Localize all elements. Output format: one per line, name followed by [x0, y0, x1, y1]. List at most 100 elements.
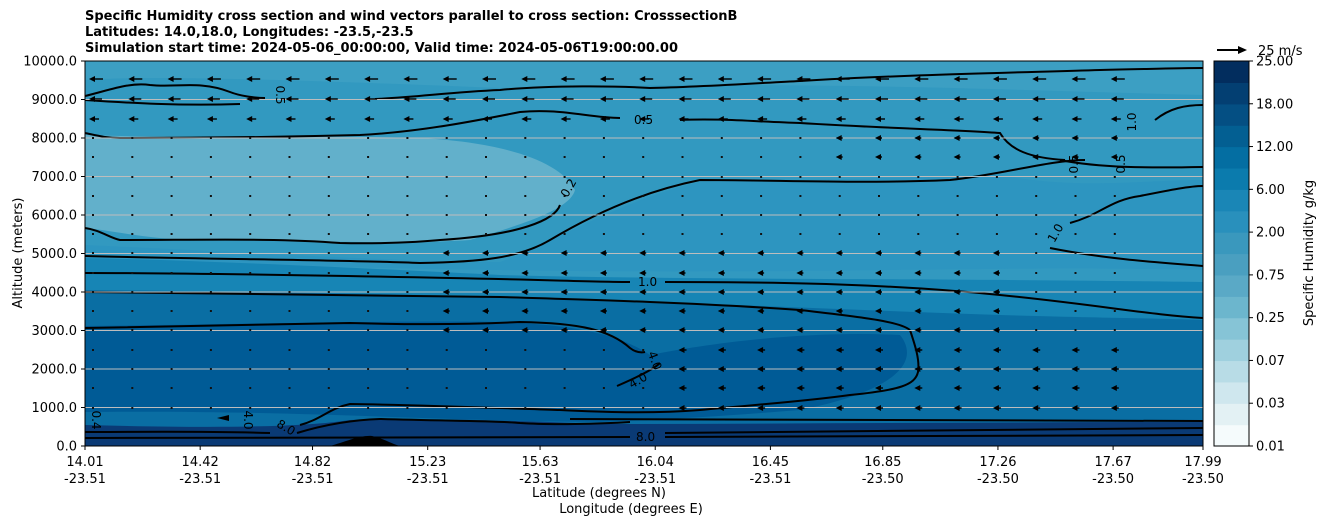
- wind-vector: [367, 387, 370, 389]
- y-tick-label: 5000.0: [32, 247, 78, 262]
- wind-vector: [327, 368, 330, 370]
- x-tick-label-lon: -23.51: [634, 472, 676, 487]
- contour-8.0-d: [85, 436, 631, 439]
- wind-vector: [406, 291, 409, 293]
- wind-vector-head: [599, 327, 606, 333]
- wind-vector: [288, 387, 291, 389]
- wind-vector: [406, 156, 409, 158]
- contour-8.0-b: [296, 417, 631, 434]
- wind-vector-head: [482, 270, 488, 276]
- wind-vector: [445, 349, 448, 351]
- colorbar-segment: [1214, 274, 1249, 297]
- wind-vector-head: [717, 76, 724, 82]
- wind-vector: [799, 156, 802, 158]
- colorbar-segment: [1214, 360, 1249, 383]
- wind-vector: [367, 214, 370, 216]
- wind-vector: [327, 329, 330, 331]
- wind-vector: [92, 407, 94, 409]
- wind-vector: [327, 349, 330, 351]
- wind-vector-head: [875, 135, 881, 141]
- wind-vector-head: [1071, 405, 1078, 411]
- wind-vector: [170, 387, 173, 389]
- y-axis: 0.0 1000.0 2000.0 3000.0 4000.0 5000.0 6000.0 7…: [23, 55, 85, 455]
- wind-vector-head: [1032, 405, 1039, 411]
- wind-vector-head: [757, 76, 764, 82]
- wind-vector: [524, 387, 527, 389]
- wind-vector: [288, 368, 291, 370]
- wind-vector-head: [835, 327, 842, 333]
- wind-vector-head: [953, 385, 960, 391]
- wind-vector-head: [482, 250, 488, 256]
- wind-vector: [760, 176, 763, 178]
- wind-vector: [1113, 272, 1116, 274]
- wind-vector-head: [324, 96, 331, 102]
- wind-vector-head: [717, 116, 724, 122]
- wind-vector-head: [167, 96, 174, 102]
- wind-vector: [1035, 291, 1038, 293]
- wind-vector-head: [914, 76, 921, 82]
- wind-vector-head: [206, 76, 213, 82]
- band-4-8: [85, 321, 907, 422]
- contour-4.0-bottom: [616, 362, 661, 387]
- wind-vector-head: [1032, 116, 1039, 122]
- wind-vector-head: [953, 76, 960, 82]
- colorbar-segment: [1214, 317, 1249, 340]
- wind-vector-head: [914, 154, 921, 160]
- wind-vector: [956, 195, 959, 197]
- wind-vector: [131, 137, 134, 139]
- wind-vector-head: [599, 96, 606, 102]
- y-tick-label: 10000.0: [23, 55, 77, 70]
- wind-vector-head: [678, 308, 685, 314]
- wind-vector: [681, 214, 684, 216]
- wind-vector-head: [403, 76, 410, 82]
- wind-vector: [838, 176, 841, 178]
- wind-vector: [642, 214, 645, 216]
- wind-vector: [406, 137, 409, 139]
- wind-vector: [1035, 310, 1038, 312]
- wind-vector: [367, 368, 370, 370]
- wind-vector: [327, 387, 330, 389]
- wind-vector: [1074, 252, 1077, 254]
- wind-vector: [681, 195, 684, 197]
- wind-vector-head: [717, 347, 724, 353]
- wind-vector: [92, 137, 94, 139]
- wind-vector-head: [324, 76, 331, 82]
- wind-vector-head: [678, 347, 685, 353]
- colorbar-tick-label: 0.01: [1256, 440, 1285, 455]
- y-tick-label: 7000.0: [32, 170, 78, 185]
- wind-vector: [995, 233, 998, 235]
- wind-vector-head: [678, 385, 685, 391]
- wind-vector: [878, 214, 880, 216]
- colorbar-segment: [1214, 253, 1249, 276]
- wind-vector-head: [914, 116, 921, 122]
- wind-vector-head: [914, 327, 921, 333]
- wind-vector-head: [599, 76, 606, 82]
- x-tick-label-lon: -23.51: [179, 472, 221, 487]
- wind-vector: [642, 368, 645, 370]
- wind-vector-head: [89, 96, 95, 102]
- wind-vector-head: [521, 76, 528, 82]
- wind-vector-head: [521, 96, 528, 102]
- wind-vector-head: [796, 116, 803, 122]
- wind-vector-head: [875, 308, 881, 314]
- wind-vector: [288, 195, 291, 197]
- wind-vector-head: [599, 289, 606, 295]
- contour-8.0-c: [569, 417, 1203, 422]
- colorbar-segment: [1214, 296, 1249, 319]
- wind-vector-head: [442, 270, 449, 276]
- wind-vector-head: [1032, 135, 1039, 141]
- wind-vector-head: [678, 250, 685, 256]
- wind-vector-head: [521, 327, 528, 333]
- wind-vector: [209, 252, 212, 254]
- wind-vector-head: [442, 308, 449, 314]
- wind-vector: [209, 233, 212, 235]
- wind-vector: [288, 214, 291, 216]
- wind-vector: [524, 214, 527, 216]
- wind-vector: [367, 329, 370, 331]
- wind-vector-head: [835, 308, 842, 314]
- wind-vector-head: [678, 116, 685, 122]
- contour-0.5-right: [679, 118, 1066, 161]
- wind-vector: [170, 137, 173, 139]
- wind-vector: [642, 387, 645, 389]
- colorbar-segment: [1214, 167, 1249, 190]
